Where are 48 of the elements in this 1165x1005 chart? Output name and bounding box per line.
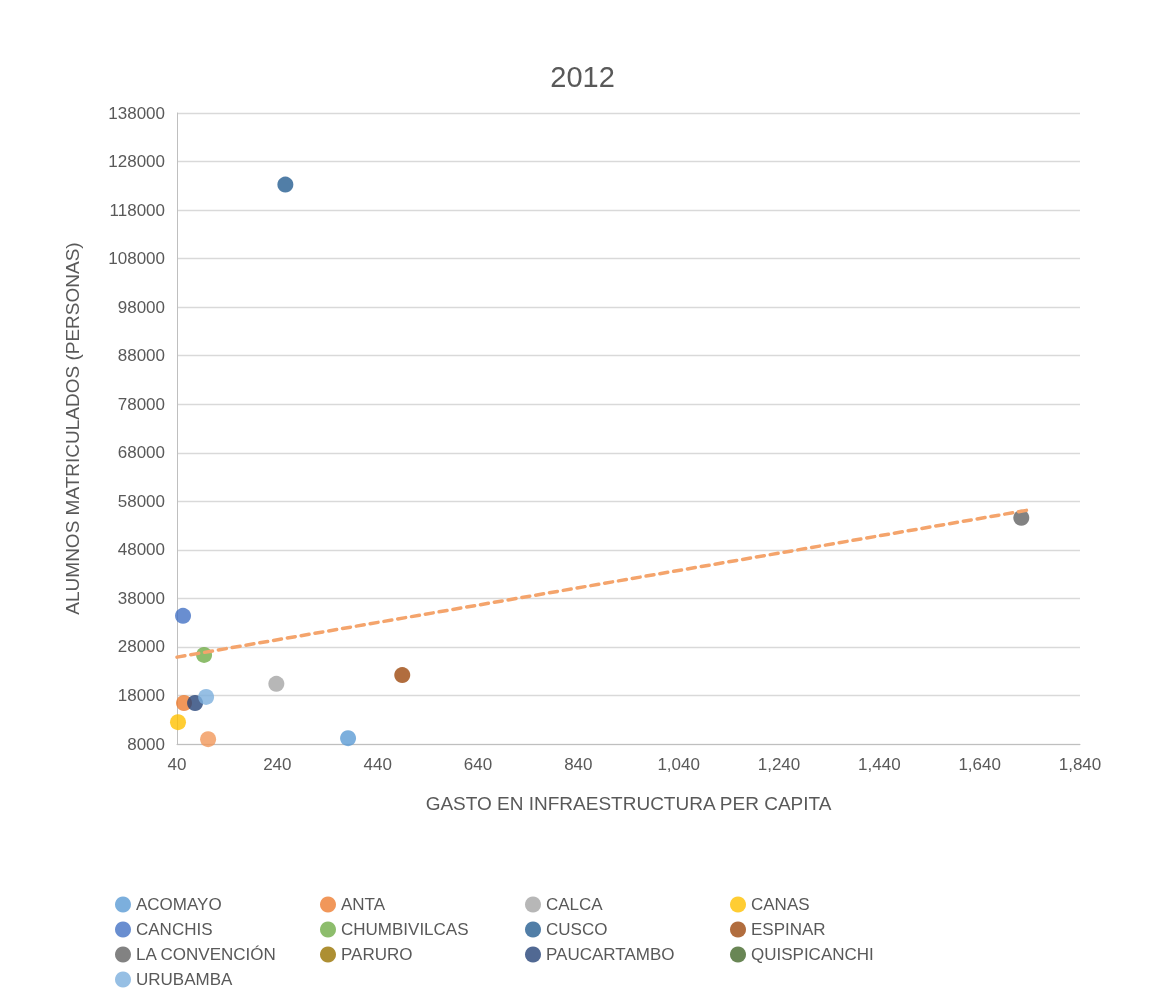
y-tick-label: 18000: [117, 685, 165, 705]
point: [340, 730, 357, 747]
legend-label: ANTA: [341, 895, 386, 914]
point: [200, 731, 217, 748]
x-tick-label: 1,040: [657, 755, 700, 774]
x-tick-label: 840: [564, 755, 593, 774]
y-tick-label: 88000: [117, 346, 165, 366]
legend-label: QUISPICANCHI: [751, 945, 874, 964]
legend-label: ACOMAYO: [136, 895, 222, 914]
point: [394, 667, 411, 684]
legend-label: PARURO: [341, 945, 413, 964]
point: [198, 688, 215, 705]
legend-label: CANCHIS: [136, 920, 213, 939]
legend-label: CHUMBIVILCAS: [341, 920, 469, 939]
x-tick-label: 1,240: [757, 755, 801, 774]
y-tick-label: 38000: [117, 588, 165, 608]
point: [277, 176, 294, 193]
legend-label: PAUCARTAMBO: [546, 945, 675, 964]
y-tick-label: 28000: [117, 637, 165, 657]
point: [268, 675, 285, 692]
point: [170, 714, 186, 731]
legend-label: CANAS: [751, 895, 810, 914]
y-tick-label: 8000: [127, 734, 165, 754]
y-tick-label: 78000: [117, 394, 165, 414]
x-axis-title: GASTO EN INFRAESTRUCTURA PER CAPITA: [425, 793, 832, 814]
y-tick-label: 128000: [108, 152, 165, 172]
y-tick-label: 48000: [117, 540, 165, 560]
y-tick-label: 58000: [117, 491, 165, 511]
legend-label: URUBAMBA: [136, 970, 234, 989]
y-tick-label: 138000: [108, 103, 165, 123]
y-tick-label: 118000: [109, 200, 165, 220]
x-tick-label: 640: [463, 755, 493, 774]
legend-label: ESPINAR: [751, 920, 826, 939]
x-tick-label: 40: [167, 755, 187, 774]
x-tick-label: 240: [263, 755, 292, 774]
y-tick-label: 68000: [117, 443, 165, 463]
legend-label: CALCA: [546, 895, 604, 914]
x-tick-label: 1,440: [858, 755, 901, 774]
x-tick-label: 1,840: [1058, 755, 1102, 774]
y-axis-title: ALUMNOS MATRICULADOS (PERSONAS): [62, 242, 83, 615]
y-tick-label: 108000: [108, 249, 165, 269]
legend-label: LA CONVENCIÓN: [136, 945, 276, 964]
legend-label: CUSCO: [546, 920, 608, 939]
y-tick-label: 98000: [117, 297, 165, 317]
x-tick-label: 1,640: [958, 755, 1001, 774]
chart-title: 2012: [550, 60, 615, 93]
x-tick-label: 440: [363, 755, 392, 774]
point: [175, 607, 192, 624]
